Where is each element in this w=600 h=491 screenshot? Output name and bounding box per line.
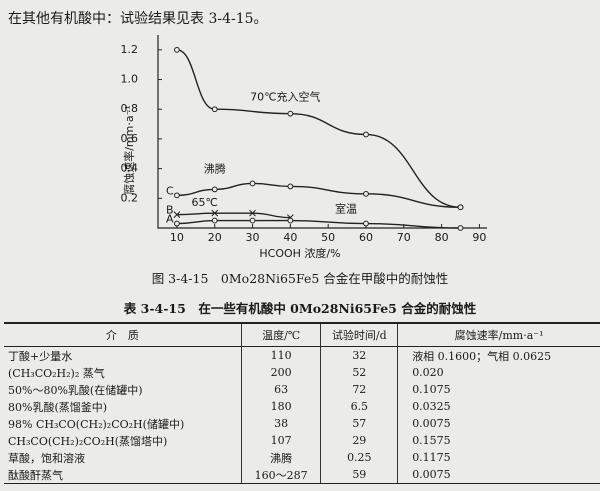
point xyxy=(363,220,369,227)
point xyxy=(211,217,218,224)
table-cell: 沸腾 xyxy=(240,449,321,466)
x-tick-label: 20 xyxy=(208,231,222,244)
x-tick-label: 60 xyxy=(359,231,373,244)
series-line xyxy=(176,182,461,208)
table-cell: (CH₃CO₂H₂)₂ 蒸气 xyxy=(8,366,105,380)
table-cell: 52 xyxy=(320,364,398,381)
header-cell: 腐蚀速率/mm·a⁻¹ xyxy=(397,322,600,347)
table-cell: 98% CH₃CO(CH₂)₂CO₂H(储罐中) xyxy=(8,417,185,431)
point xyxy=(174,46,180,53)
y-tick-label: 0.2 xyxy=(121,191,139,204)
table-cell: 160～287 xyxy=(240,466,321,484)
series-tag: B xyxy=(166,204,174,217)
point xyxy=(457,204,464,211)
point xyxy=(249,180,256,187)
point xyxy=(174,220,180,227)
table-cell: 80%乳酸(蒸馏釜中) xyxy=(8,400,108,414)
table-row: 酞酸酐蒸气 160～287 59 0.0075 xyxy=(4,466,600,484)
x-tick-label: 10 xyxy=(170,231,184,244)
series-tag: A xyxy=(166,213,174,226)
point xyxy=(173,211,181,218)
header-cell: 介 质 xyxy=(4,322,242,347)
header-cell: 试验时间/d xyxy=(320,322,398,347)
y-tick-label: 0.4 xyxy=(121,162,139,175)
x-tick-label: 80 xyxy=(435,231,449,244)
header-cell: 温度/℃ xyxy=(240,322,321,347)
table-cell: 0.0325 xyxy=(397,398,600,415)
series-name: 70℃充入空气 xyxy=(250,90,320,104)
x-tick-label: 30 xyxy=(246,231,260,244)
table-row: (CH₃CO₂H₂)₂ 蒸气 200 52 0.020 xyxy=(4,364,600,381)
y-tick-label: 0.6 xyxy=(121,132,139,145)
table-row: 98% CH₃CO(CH₂)₂CO₂H(储罐中) 38 57 0.0075 xyxy=(4,415,600,432)
table-cell: 38 xyxy=(240,415,321,432)
table-cell: 180 xyxy=(240,398,321,415)
table-cell: 200 xyxy=(240,364,321,381)
y-axis-label: 腐蚀速率/mm·a⁻¹ xyxy=(122,105,136,195)
table-cell: 57 xyxy=(320,415,398,432)
table-cell: 29 xyxy=(320,432,398,449)
x-tick-label: 40 xyxy=(283,231,297,244)
x-tick-label: 70 xyxy=(397,231,411,244)
table-row: 丁酸+少量水 110 32 液相 0.1600；气相 0.0625 xyxy=(4,346,600,364)
intro-text: 在其他有机酸中：试验结果见表 3-4-15。 xyxy=(8,11,268,27)
table-cell: 32 xyxy=(320,346,398,364)
table-cell: 0.0075 xyxy=(397,415,600,432)
table-cell: 丁酸+少量水 xyxy=(8,349,73,363)
point xyxy=(249,209,256,217)
series-line xyxy=(176,49,461,208)
point xyxy=(211,106,218,113)
series-line xyxy=(176,212,291,219)
table-cell: 63 xyxy=(240,381,321,398)
point xyxy=(249,217,256,224)
axes xyxy=(157,35,487,229)
table-cell: 6.5 xyxy=(320,398,398,415)
series-name: 室温 xyxy=(335,202,357,216)
point xyxy=(363,131,369,138)
point xyxy=(287,217,294,224)
table-row: 50%～80%乳酸(在储罐中) 63 72 0.1075 xyxy=(4,381,600,398)
data-table: 介 质温度/℃ 试验时间/d 腐蚀速率/mm·a⁻¹ 丁酸+少量水 110 32 液相 0… xyxy=(4,322,600,484)
series-name: 沸腾 xyxy=(204,161,226,175)
x-tick-label: 50 xyxy=(321,231,335,244)
point xyxy=(363,190,369,197)
point xyxy=(287,183,294,190)
table-row: 草酸，饱和溶液 沸腾 0.25 0.1175 xyxy=(4,449,600,466)
table-cell: 0.1575 xyxy=(397,432,600,449)
point xyxy=(287,110,294,117)
point xyxy=(457,225,464,231)
y-tick-label: 0.8 xyxy=(121,102,139,115)
table-row: 80%乳酸(蒸馏釜中) 180 6.5 0.0325 xyxy=(4,398,600,415)
chart: 腐蚀速率/mm·a⁻¹ HCOOH 浓度/% 0.2 0.4 0.6 0.8 1.0 1.… xyxy=(121,35,487,260)
table-cell: 0.020 xyxy=(397,364,600,381)
table-title: 表 3-4-15 在一些有机酸中 0Mo28Ni65Fe5 合金的耐蚀性 xyxy=(123,301,477,316)
table-cell: 0.25 xyxy=(320,449,398,466)
table-cell: 110 xyxy=(240,346,321,364)
series-tag: C xyxy=(166,184,174,197)
table-cell: 0.0075 xyxy=(397,466,600,484)
table-cell: 酞酸酐蒸气 xyxy=(4,466,242,484)
table-cell: 59 xyxy=(320,466,398,484)
point xyxy=(211,186,218,193)
table-cell: 0.1075 xyxy=(397,381,600,398)
table-row: CH₃CO(CH₂)₂CO₂H(蒸馏塔中) 107 29 0.1575 xyxy=(4,432,600,449)
series-line xyxy=(176,219,461,229)
y-tick-label: 1.0 xyxy=(121,73,139,86)
table-cell: 72 xyxy=(320,381,398,398)
point xyxy=(174,192,180,199)
x-axis-label: HCOOH 浓度/% xyxy=(259,246,340,260)
table-cell: CH₃CO(CH₂)₂CO₂H(蒸馏塔中) xyxy=(8,434,168,448)
table-cell: 107 xyxy=(240,432,321,449)
table-cell: 液相 0.1600；气相 0.0625 xyxy=(397,346,600,364)
table-cell: 草酸，饱和溶液 xyxy=(8,451,85,465)
series-name: 65℃ xyxy=(192,196,218,209)
figure-caption: 图 3-4-15 0Mo28Ni65Fe5 合金在甲酸中的耐蚀性 xyxy=(151,271,449,286)
x-tick-label: 90 xyxy=(472,231,486,244)
table-cell: 50%～80%乳酸(在储罐中) xyxy=(8,383,143,397)
point xyxy=(211,209,219,217)
table-cell: 0.1175 xyxy=(397,449,600,466)
y-tick-label: 1.2 xyxy=(121,43,139,56)
header-row: 介 质温度/℃ 试验时间/d 腐蚀速率/mm·a⁻¹ xyxy=(4,322,600,347)
